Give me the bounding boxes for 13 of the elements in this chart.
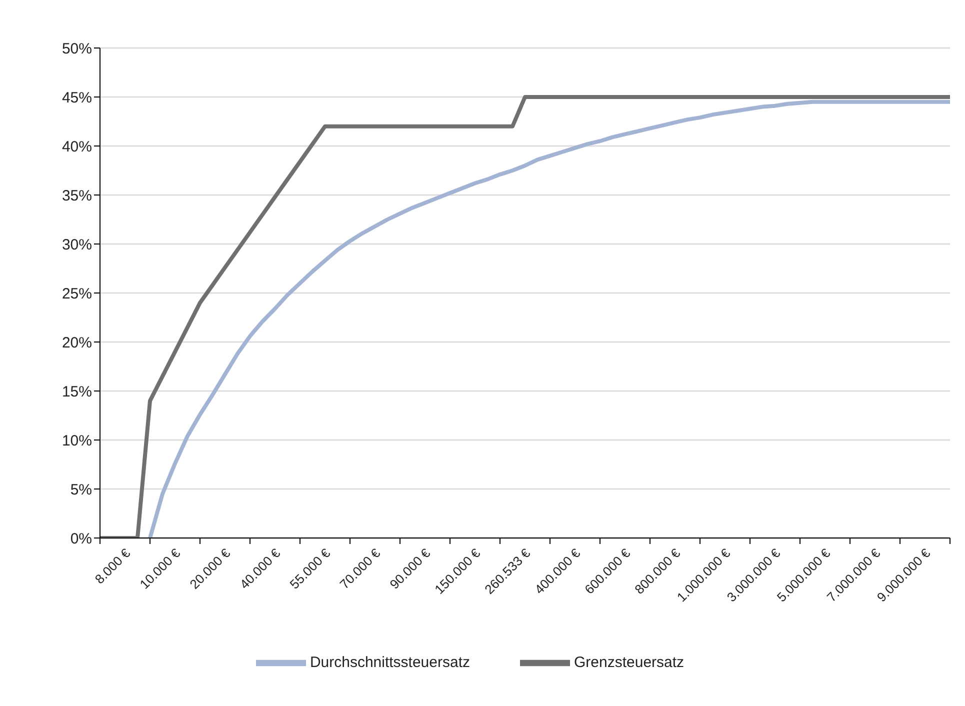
y-tick-label: 20% xyxy=(62,334,92,352)
y-tick-label: 5% xyxy=(70,481,92,498)
y-tick-label: 50% xyxy=(62,40,92,58)
y-tick-label: 45% xyxy=(62,89,92,106)
y-tick-label: 35% xyxy=(62,187,92,204)
legend-label: Grenzsteuersatz xyxy=(574,654,684,671)
y-tick-label: 15% xyxy=(62,383,92,400)
y-tick-label: 40% xyxy=(62,138,92,156)
y-tick-label: 10% xyxy=(62,432,92,450)
legend-label: Durchschnittssteuersatz xyxy=(310,654,470,671)
y-tick-label: 30% xyxy=(62,236,92,254)
y-tick-label: 25% xyxy=(62,285,92,302)
y-tick-label: 0% xyxy=(70,530,92,548)
